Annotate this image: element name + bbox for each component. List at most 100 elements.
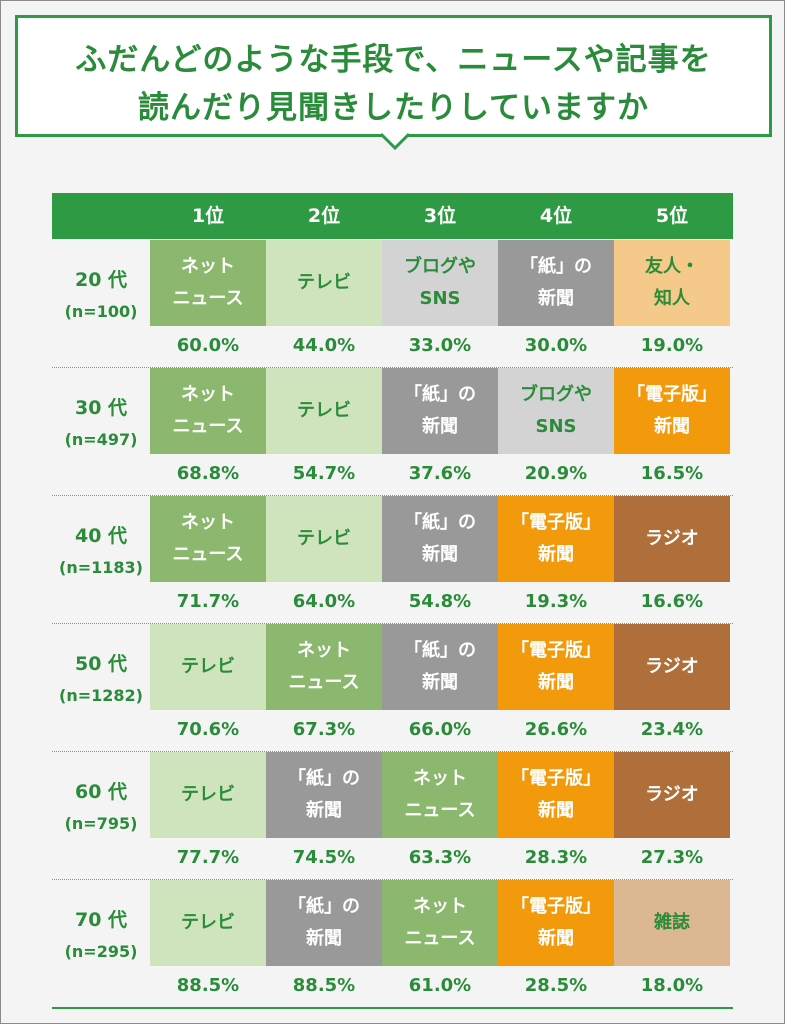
media-label: 「紙」の: [404, 640, 476, 661]
percentage-label: 16.6%: [640, 591, 704, 612]
percentage-label: 66.0%: [408, 719, 472, 740]
percentage-label: 27.3%: [640, 847, 704, 868]
media-label: 新聞: [306, 800, 342, 821]
media-label: ニュース: [404, 800, 476, 821]
age-group-label: 70 代: [74, 909, 128, 931]
media-label: SNS: [535, 416, 577, 437]
table-header: 1位 2位 3位 4位 5位: [52, 193, 733, 239]
media-label: 「電子版」: [511, 640, 601, 661]
media-label: 新聞: [654, 416, 690, 437]
row-label: 60 代 (n=795): [52, 780, 150, 836]
media-label: ニュース: [288, 672, 360, 693]
media-cell: 「紙」の 新聞: [266, 752, 382, 838]
age-group-label: 40 代: [74, 525, 128, 547]
media-label: 「電子版」: [511, 768, 601, 789]
media-label: 新聞: [538, 544, 574, 565]
row-label: 50 代 (n=1282): [52, 652, 150, 708]
media-cell: テレビ: [266, 240, 382, 326]
percentage-label: 60.0%: [176, 335, 240, 356]
media-label: ニュース: [404, 928, 476, 949]
row-label: 40 代 (n=1183): [52, 524, 150, 580]
percentage-label: 77.7%: [176, 847, 240, 868]
percentage-label: 19.3%: [524, 591, 588, 612]
media-label: 「紙」の: [520, 256, 592, 277]
percentage-label: 63.3%: [408, 847, 472, 868]
percentage-label: 18.0%: [640, 975, 704, 996]
age-group-label: 50 代: [74, 653, 128, 675]
percentage-label: 67.3%: [292, 719, 356, 740]
media-label: 「紙」の: [288, 896, 360, 917]
media-label: 「電子版」: [511, 896, 601, 917]
percentage-label: 37.6%: [408, 463, 472, 484]
media-label: ネット: [297, 640, 351, 661]
media-label: 新聞: [422, 672, 458, 693]
media-label: ラジオ: [645, 528, 699, 549]
row-label: 70 代 (n=295): [52, 908, 150, 964]
media-cell: 「紙」の 新聞: [382, 368, 498, 454]
media-cell: ネット ニュース: [382, 880, 498, 966]
media-label: テレビ: [297, 400, 351, 421]
media-cell: 雑誌: [614, 880, 730, 966]
percentage-label: 28.5%: [524, 975, 588, 996]
row-separator: [52, 495, 733, 496]
media-label: 新聞: [538, 928, 574, 949]
media-cell: 「紙」の 新聞: [266, 880, 382, 966]
row-label: 30 代 (n=497): [52, 396, 150, 452]
media-cell: 「紙」の 新聞: [498, 240, 614, 326]
media-label: ネット: [413, 768, 467, 789]
percentage-label: 19.0%: [640, 335, 704, 356]
row-separator: [52, 751, 733, 752]
percentage-label: 54.8%: [408, 591, 472, 612]
percentage-label: 88.5%: [292, 975, 356, 996]
media-cell: ネット ニュース: [382, 752, 498, 838]
media-cell: テレビ: [266, 368, 382, 454]
media-label: テレビ: [297, 528, 351, 549]
table-bottom-line: [52, 1007, 733, 1009]
media-label: ネット: [181, 256, 235, 277]
percentage-label: 33.0%: [408, 335, 472, 356]
sample-size-label: (n=295): [64, 942, 138, 961]
media-cell: 「電子版」 新聞: [498, 752, 614, 838]
percentage-label: 74.5%: [292, 847, 356, 868]
column-header-3: 3位: [423, 205, 457, 227]
percentage-label: 70.6%: [176, 719, 240, 740]
media-label: ニュース: [172, 288, 244, 309]
title-box: ふだんどのような手段で、ニュースや記事を 読んだり見聞きしたりしていますか: [15, 15, 772, 137]
media-label: ネット: [413, 896, 467, 917]
percentage-label: 20.9%: [524, 463, 588, 484]
media-cell: ネット ニュース: [150, 496, 266, 582]
age-group-label: 60 代: [74, 781, 128, 803]
media-label: ラジオ: [645, 784, 699, 805]
media-label: テレビ: [181, 656, 235, 677]
sample-size-label: (n=1183): [59, 558, 143, 577]
media-label: テレビ: [181, 912, 235, 933]
media-label: 「紙」の: [404, 512, 476, 533]
title-line-2: 読んだり見聞きしたりしていますか: [137, 90, 650, 126]
sample-size-label: (n=1282): [59, 686, 143, 705]
media-label: 「電子版」: [627, 384, 717, 405]
percentage-label: 68.8%: [176, 463, 240, 484]
row-separator: [52, 367, 733, 368]
media-label: テレビ: [297, 272, 351, 293]
media-cell: ラジオ: [614, 496, 730, 582]
percentage-label: 26.6%: [524, 719, 588, 740]
media-label: 知人: [654, 288, 690, 309]
row-label: 20 代 (n=100): [52, 268, 150, 324]
media-cell: 「紙」の 新聞: [382, 624, 498, 710]
media-cell: 「電子版」 新聞: [498, 880, 614, 966]
percentage-label: 71.7%: [176, 591, 240, 612]
media-cell: ネット ニュース: [150, 240, 266, 326]
media-label: 新聞: [306, 928, 342, 949]
media-label: 「紙」の: [404, 384, 476, 405]
media-cell: テレビ: [266, 496, 382, 582]
media-cell: ラジオ: [614, 752, 730, 838]
media-cell: 「紙」の 新聞: [382, 496, 498, 582]
media-label: 友人・: [645, 256, 699, 277]
media-cell: ネット ニュース: [266, 624, 382, 710]
percentage-label: 28.3%: [524, 847, 588, 868]
column-header-5: 5位: [655, 205, 689, 227]
sample-size-label: (n=795): [64, 814, 138, 833]
media-cell: ラジオ: [614, 624, 730, 710]
media-label: ネット: [181, 384, 235, 405]
percentage-label: 30.0%: [524, 335, 588, 356]
